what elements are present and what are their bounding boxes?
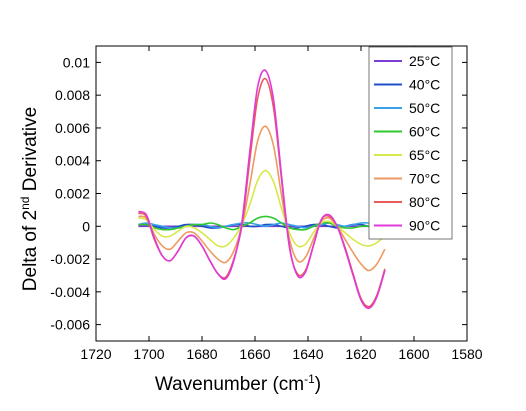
- legend-label-25: 25°C: [409, 53, 440, 69]
- y-axis-label: Delta of 2nd Derivative: [18, 107, 41, 291]
- y-tick-label: -0.006: [50, 317, 90, 333]
- series-line-70: [138, 125, 386, 272]
- x-tick-label: 1640: [292, 346, 323, 362]
- x-axis-label: Wavenumber (cm-1): [155, 372, 321, 395]
- x-axis-label-end: ): [315, 374, 321, 395]
- legend-label-70: 70°C: [409, 171, 440, 187]
- series-line-90: [138, 69, 386, 310]
- legend-label-80: 80°C: [409, 194, 440, 210]
- series-line-60: [138, 215, 385, 231]
- legend-box: [368, 46, 453, 240]
- y-axis-label-end: Derivative: [20, 107, 41, 197]
- x-tick-label: 1660: [239, 346, 270, 362]
- legend-label-65: 65°C: [409, 147, 440, 163]
- x-tick-label: 1700: [133, 346, 164, 362]
- legend-label-90: 90°C: [409, 218, 440, 234]
- legend-label-40: 40°C: [409, 77, 440, 93]
- x-tick-label: 1720: [80, 346, 111, 362]
- y-tick-label: -0.002: [50, 251, 90, 267]
- x-tick-label: 1580: [451, 346, 482, 362]
- y-tick-label: 0.006: [55, 120, 90, 136]
- x-tick-label: 1600: [398, 346, 429, 362]
- y-axis-label-sup: nd: [18, 197, 32, 210]
- y-tick-label: -0.004: [50, 284, 90, 300]
- x-tick-label: 1680: [186, 346, 217, 362]
- legend-label-50: 50°C: [409, 100, 440, 116]
- y-axis-label-main: Delta of 2: [20, 210, 41, 291]
- series-line-80: [138, 77, 386, 308]
- y-tick-label: 0.008: [55, 87, 90, 103]
- y-tick-label: 0.004: [55, 153, 90, 169]
- x-tick-label: 1620: [345, 346, 376, 362]
- y-tick-label: 0.002: [55, 186, 90, 202]
- x-axis-label-sup: -1: [304, 372, 315, 386]
- series-line-65: [138, 169, 386, 248]
- y-tick-label: 0: [82, 218, 90, 234]
- x-axis-label-main: Wavenumber (cm: [155, 374, 304, 395]
- y-tick-label: 0.01: [63, 54, 90, 70]
- legend-label-60: 60°C: [409, 124, 440, 140]
